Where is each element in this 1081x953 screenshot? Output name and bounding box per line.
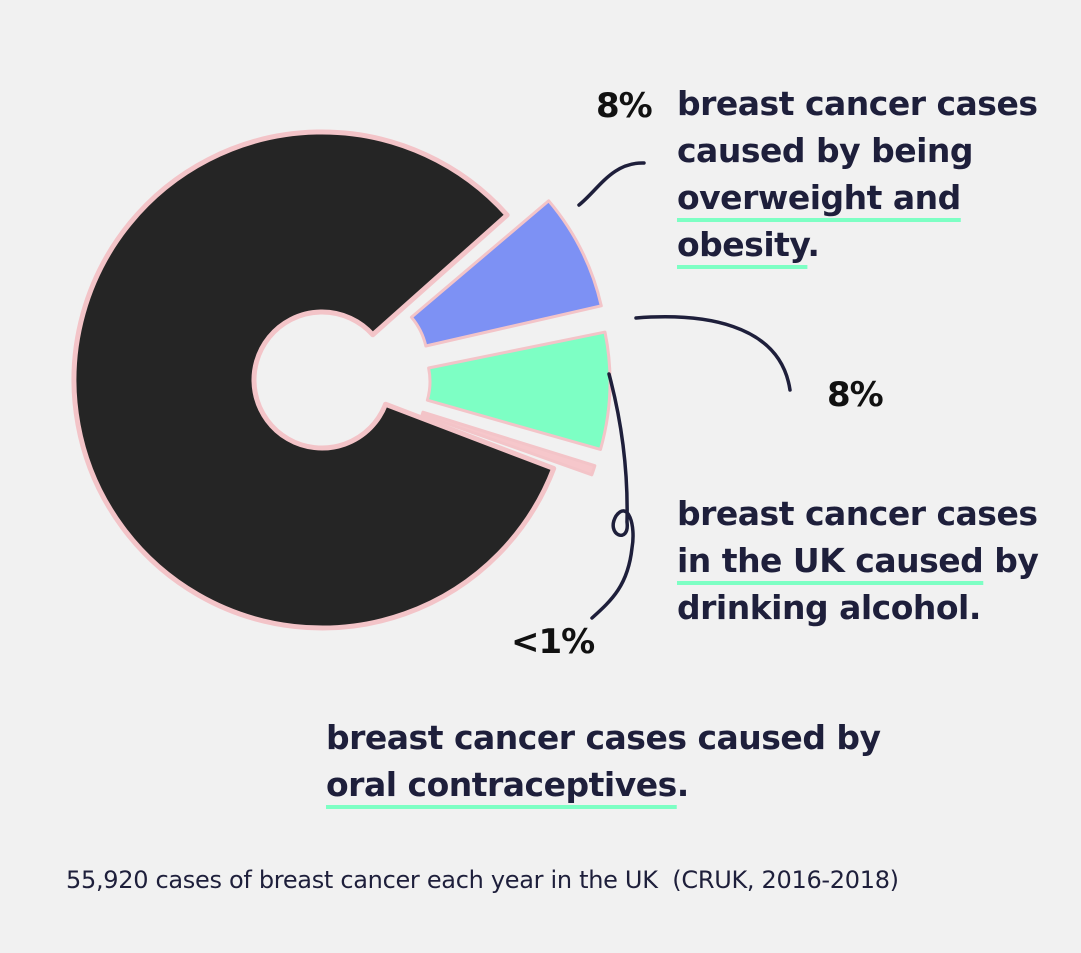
obesity-percent-label: 8% (596, 86, 653, 126)
contraceptive-percent-label: <1% (511, 622, 595, 662)
annotation-contraceptive-period: . (676, 765, 690, 804)
annotation-alcohol-line3: drinking alcohol. (677, 588, 981, 627)
annotation-contraceptive-line1: breast cancer cases caused by (326, 718, 881, 757)
annotation-alcohol-line2: in the UK caused by (677, 537, 1039, 584)
annotation-obesity-period: . (807, 225, 820, 264)
annotation-alcohol-line1: breast cancer cases (677, 494, 1038, 533)
annotation-obesity-line1: breast cancer cases (677, 84, 1038, 123)
slice-overweight-and-obesity (409, 199, 603, 348)
chart-slices (71, 129, 612, 631)
annotation-contraceptive-line2: oral contraceptives. (326, 761, 881, 808)
slice-drinking-alcohol (425, 330, 612, 451)
highlight-oral-contraceptives: oral contraceptives (326, 765, 677, 804)
connector-alcohol (634, 315, 792, 392)
slice-oral-contraceptives (420, 410, 597, 477)
annotation-obesity-line3: overweight and (677, 174, 1037, 221)
annotation-alcohol: breast cancer cases in the UK caused by … (677, 490, 1039, 631)
highlight-obesity: obesity (677, 225, 808, 264)
annotation-obesity-line4: obesity. (677, 221, 1037, 268)
connector-contraceptive (590, 372, 635, 620)
annotation-obesity: breast cancer cases caused by being over… (677, 80, 1038, 268)
alcohol-percent-label: 8% (827, 375, 884, 415)
annotation-alcohol-line2-rest: by (983, 541, 1039, 580)
connector-obesity (577, 161, 646, 207)
highlight-uk-caused: in the UK caused (677, 541, 984, 580)
slice-other (71, 129, 557, 631)
connector-lines (577, 161, 792, 620)
highlight-overweight: overweight and (677, 178, 961, 217)
source-footnote: 55,920 cases of breast cancer each year … (66, 866, 899, 894)
annotation-obesity-line2: caused by being (677, 131, 974, 170)
annotation-contraceptive: breast cancer cases caused by oral contr… (326, 714, 881, 808)
